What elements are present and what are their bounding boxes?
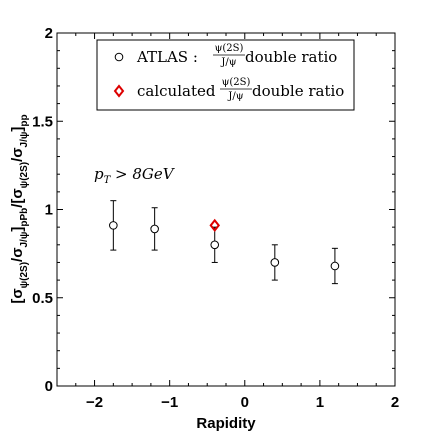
x-axis-ticks: −2 −1 0 1 2 [56,33,399,411]
pt-cut-annotation: pT > 8GeV [94,165,176,186]
y-tick-label: 0 [45,378,53,395]
data-points [109,200,340,285]
atlas-data-point [270,258,280,267]
y-tick-label: 2 [45,25,53,42]
legend-entry-2-denominator: J/ψ [227,91,243,102]
y-tick-label: 0.5 [32,290,53,307]
x-tick-label: 2 [391,394,399,411]
y-tick-label: 1.5 [32,113,53,130]
legend-entry-2-suffix: double ratio [252,82,344,100]
y-axis-title: [σψ(2S)/σJ/ψ]pPb/[σψ(2S)/σJ/ψ]pp [9,114,30,303]
legend-entry-1-prefix: ATLAS : [136,48,198,66]
legend-entry-2-prefix: calculated [137,82,216,100]
legend-marker-circle [114,52,124,62]
x-tick-label: 1 [316,394,324,411]
legend: ATLAS : ψ(2S) J/ψ double ratio calculate… [96,39,355,111]
atlas-data-point [150,224,159,234]
legend-box [96,39,355,111]
x-tick-label: 0 [241,394,249,411]
atlas-data-point [109,221,118,230]
legend-marker-diamond [113,84,125,98]
x-axis-title: Rapidity [196,415,256,432]
legend-entry-1-numerator: ψ(2S) [215,43,244,54]
legend-entry-1-denominator: J/ψ [220,57,236,68]
calculated-data-point [209,218,221,232]
legend-entry-1-suffix: double ratio [245,48,337,66]
y-axis-ticks: 0 0.5 1 1.5 2 [32,25,395,395]
atlas-data-point [330,261,340,271]
x-tick-label: −1 [161,394,178,411]
y-tick-label: 1 [45,202,53,219]
x-tick-label: −2 [86,394,103,411]
legend-entry-2-numerator: ψ(2S) [222,77,251,88]
atlas-data-point [210,240,220,250]
